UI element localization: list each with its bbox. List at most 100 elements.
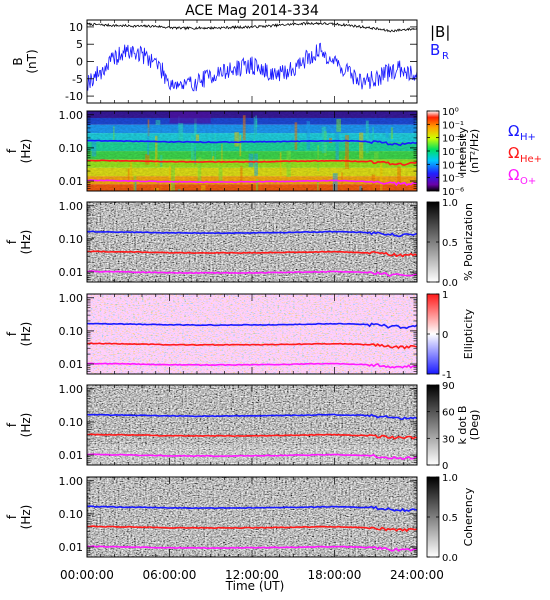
gyrofrequency-line-o-plus xyxy=(87,270,417,277)
colorbar-tick-label: -1 xyxy=(442,370,452,381)
y-tick-label: 0 xyxy=(76,56,83,69)
gyrofrequency-line-h-plus xyxy=(87,505,417,513)
y-tick-label: 0.01 xyxy=(59,541,84,554)
colorbar-tick-label: 0 xyxy=(442,461,448,472)
y-tick-label: 0.10 xyxy=(59,142,84,155)
colorbar-label: Ellipticity xyxy=(462,308,475,359)
y-tick-label: 1.00 xyxy=(59,292,84,305)
y-tick-label: 1.00 xyxy=(59,200,84,213)
legend-b-r-subscript: R xyxy=(442,51,449,62)
y-axis-label: f xyxy=(5,148,19,153)
intensity-texture xyxy=(87,111,417,191)
colorbar-tick-label: 1.0 xyxy=(442,473,458,484)
intensity-streak xyxy=(119,190,124,191)
y-tick-label: -5 xyxy=(72,73,83,86)
colorbar-unit: (Deg) xyxy=(468,410,481,441)
y-axis-unit: (Hz) xyxy=(19,230,33,255)
legend-omega-o-plus-subscript: O+ xyxy=(520,176,536,187)
legend-b-total: |B| xyxy=(430,23,450,41)
figure-title: ACE Mag 2014-334 xyxy=(185,3,319,19)
y-tick-label: 1.00 xyxy=(59,383,84,396)
y-tick-label: 10 xyxy=(69,21,83,34)
spectrogram-coherency xyxy=(87,477,417,557)
gyrofrequency-line-o-plus xyxy=(87,453,417,461)
y-tick-label: 0.10 xyxy=(59,325,84,338)
x-axis-title: Time (UT) xyxy=(225,579,285,593)
colorbar-tick-label: 1.0 xyxy=(442,198,458,209)
colorbar-tick-label: 0.5 xyxy=(442,513,458,524)
legend-omega-h-plus-subscript: H+ xyxy=(520,132,536,143)
colorbar-tick-label: 0 xyxy=(442,330,448,341)
y-tick-label: 0.10 xyxy=(59,233,84,246)
colorbar-label: Coherency xyxy=(462,487,475,546)
x-tick-label: 24:00:00 xyxy=(390,568,444,582)
y-tick-label: -10 xyxy=(65,90,83,103)
colorbar-tick-label: 0.0 xyxy=(442,553,458,564)
colorbar-tick-label: 1 xyxy=(442,290,448,301)
x-tick-label: 06:00:00 xyxy=(143,568,197,582)
y-axis-unit: (Hz) xyxy=(19,139,33,164)
gyrofrequency-line-o-plus xyxy=(87,362,417,369)
y-tick-label: 1.00 xyxy=(59,109,84,122)
legend-b-r: B xyxy=(430,41,440,59)
gyrofrequency-line-he-plus xyxy=(87,433,417,440)
gyrofrequency-line-he-plus xyxy=(87,250,417,258)
gyrofrequency-line-h-plus xyxy=(87,413,417,421)
colorbar-label: k dot B xyxy=(456,406,469,445)
y-tick-label: 0.10 xyxy=(59,416,84,429)
colorbar-tick-label: 90 xyxy=(442,381,455,392)
y-tick-label: 0.10 xyxy=(59,508,84,521)
legend-omega-o-plus: Ω xyxy=(508,166,519,184)
colorbar-tick-label: 60 xyxy=(442,408,455,419)
gyrofrequency-line-o-plus xyxy=(87,545,417,552)
colorbar-tick-label: 10⁰ xyxy=(442,107,459,118)
y-axis-unit: (Hz) xyxy=(19,413,33,438)
y-axis-label: B xyxy=(11,57,25,65)
spectrogram-texture xyxy=(87,202,417,282)
colorbar-tick-label: 10⁻⁶ xyxy=(442,187,464,198)
colorbar-label: Intensity xyxy=(456,127,469,175)
gyrofrequency-line-h-plus xyxy=(87,230,417,238)
y-axis-unit: (Hz) xyxy=(19,322,33,347)
colorbar-tick-label: 30 xyxy=(442,434,455,445)
spectrogram-wave-normal-angle xyxy=(87,385,417,465)
spectrogram-texture xyxy=(87,294,417,374)
y-tick-label: 0.01 xyxy=(59,449,84,462)
x-tick-label: 18:00:00 xyxy=(308,568,362,582)
colorbar-wave-normal-angle xyxy=(426,384,440,466)
spectrogram-intensity xyxy=(87,111,417,191)
gyrofrequency-line-he-plus xyxy=(87,525,417,533)
colorbar-tick-label: 0.0 xyxy=(442,278,458,289)
colorbar-tick-label: 0.5 xyxy=(442,238,458,249)
spectrogram-ellipticity xyxy=(87,294,417,374)
colorbar-unit: (nT²/Hz) xyxy=(468,129,481,173)
y-axis-label: f xyxy=(5,514,19,519)
y-axis-unit: (nT) xyxy=(25,49,39,73)
gyrofrequency-line-he-plus xyxy=(87,342,417,350)
colorbar-tick-label: 10⁻² xyxy=(442,134,464,145)
y-tick-label: 0.01 xyxy=(59,266,84,279)
spectrogram-polarization xyxy=(87,202,417,282)
series-line-b-r xyxy=(86,42,418,92)
y-tick-label: 5 xyxy=(76,38,83,51)
colorbar-tick-label: 10⁻⁵ xyxy=(442,174,464,185)
gyrofrequency-line-h-plus xyxy=(87,322,417,330)
legend-omega-h-plus: Ω xyxy=(508,122,519,140)
intensity-dark-patch xyxy=(169,111,211,124)
spectrogram-texture xyxy=(87,477,417,557)
gyrofrequency-line-o-plus xyxy=(87,179,417,187)
y-axis-label: f xyxy=(5,422,19,427)
colorbar-label: % Polarization xyxy=(462,203,475,281)
x-tick-label: 12:00:00 xyxy=(225,568,279,582)
legend-omega-he-plus: Ω xyxy=(508,144,519,162)
colorbar-tick-label: 10⁻³ xyxy=(442,147,464,158)
y-axis-label: f xyxy=(5,239,19,244)
legend-omega-he-plus-subscript: He+ xyxy=(520,154,542,165)
y-tick-label: 1.00 xyxy=(59,475,84,488)
gyrofrequency-line-he-plus xyxy=(87,159,417,166)
y-tick-label: 0.01 xyxy=(59,175,84,188)
colorbar-tick-label: 10⁻⁴ xyxy=(442,160,464,171)
spectrogram-texture xyxy=(87,385,417,465)
gyrofrequency-line-h-plus xyxy=(87,139,417,147)
